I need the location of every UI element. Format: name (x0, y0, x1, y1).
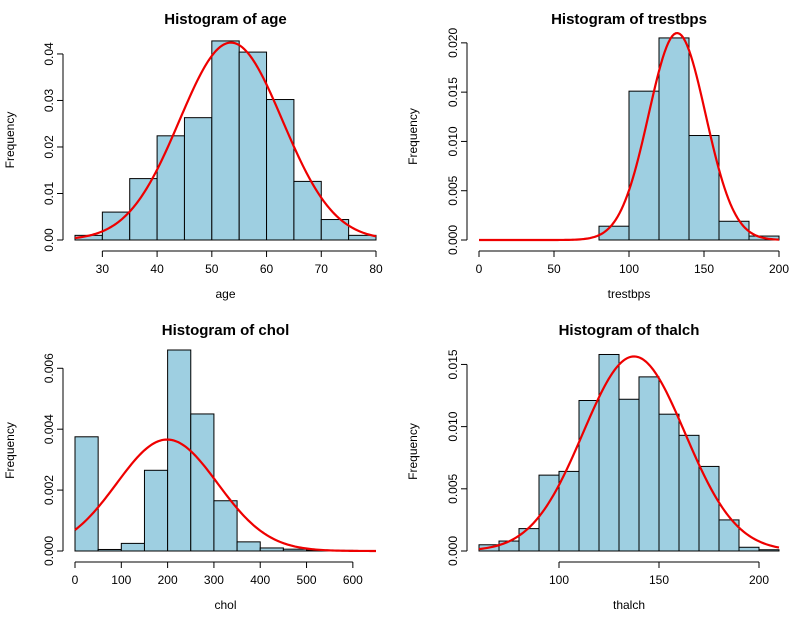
histogram-bar (129, 178, 158, 241)
histogram-bar (558, 470, 580, 552)
histogram-bar (578, 400, 600, 552)
histogram-bar (183, 117, 213, 241)
x-tick-label: 200 (769, 262, 789, 276)
y-tick-label: 0.03 (42, 88, 56, 112)
x-axis-label: thalch (613, 598, 645, 612)
x-tick-label: 200 (158, 573, 178, 587)
histogram-bar (97, 548, 122, 552)
density-curve (479, 31, 780, 242)
x-tick-label: 400 (250, 573, 270, 587)
histogram-bar (213, 500, 238, 552)
x-tick-label: 150 (694, 262, 714, 276)
histogram-bar (698, 465, 720, 552)
density-curve (478, 355, 780, 551)
histogram-bar (618, 398, 640, 552)
histogram-bar (758, 549, 780, 552)
x-tick-label: 600 (343, 573, 363, 587)
histogram-bar (238, 51, 268, 241)
y-axis-label: Frequency (406, 108, 420, 165)
y-axis-label: Frequency (406, 423, 420, 480)
y-tick-label: 0.002 (42, 475, 56, 505)
y-tick-label: 0.006 (42, 353, 56, 383)
chart-title: Histogram of trestbps (551, 11, 707, 28)
y-tick-label: 0.04 (42, 42, 56, 66)
x-tick-label: 100 (549, 573, 569, 587)
histogram-bar (638, 376, 660, 552)
histogram-panel-3: Histogram of chol 0 100 200 300 400 500 600 0.00… (3, 322, 376, 612)
histogram-bar (598, 353, 620, 552)
x-axis-label: age (215, 287, 235, 301)
histogram-bar (658, 37, 690, 241)
histogram-bar (211, 40, 240, 241)
histogram-bar (259, 547, 284, 552)
histogram-bar (738, 546, 760, 552)
histogram-bar (120, 542, 145, 552)
y-tick-label: 0.010 (446, 126, 460, 156)
y-tick-label: 0.015 (446, 349, 460, 379)
histogram-bar (678, 434, 700, 552)
chart-title: Histogram of chol (162, 322, 290, 339)
y-tick-label: 0.02 (42, 135, 56, 159)
x-tick-label: 80 (369, 262, 383, 276)
histogram-bar (348, 234, 377, 241)
y-tick-label: 0.005 (446, 473, 460, 503)
histogram-bar (658, 413, 680, 552)
histogram-bar (282, 548, 308, 552)
histogram-bar (266, 99, 295, 241)
chart-title: Histogram of age (164, 11, 287, 28)
x-tick-label: 300 (204, 573, 224, 587)
x-tick-label: 100 (619, 262, 639, 276)
histogram-panel-4: Histogram of thalch 100 150 200 0.000 0.005 0.… (406, 322, 780, 612)
x-tick-label: 40 (150, 262, 164, 276)
density-curve (74, 41, 377, 240)
histogram-bar (143, 469, 169, 552)
density-curve (74, 438, 376, 553)
x-tick-label: 50 (205, 262, 219, 276)
histogram-bar (74, 436, 99, 552)
y-axis-label: Frequency (3, 422, 17, 479)
histogram-bar (518, 528, 540, 552)
y-tick-label: 0.020 (446, 28, 460, 58)
y-tick-label: 0.015 (446, 77, 460, 107)
y-tick-label: 0.000 (446, 536, 460, 566)
histogram-bar (628, 90, 660, 241)
x-tick-label: 200 (749, 573, 769, 587)
y-tick-label: 0.01 (42, 181, 56, 205)
chart-title: Histogram of thalch (559, 322, 700, 339)
y-axis-label: Frequency (3, 112, 17, 169)
x-tick-label: 60 (260, 262, 274, 276)
histogram-bar (236, 541, 261, 552)
histogram-bar (320, 219, 350, 241)
histogram-panel-2: Histogram of trestbps 0 50 100 150 200 0.000 0.… (406, 11, 789, 301)
x-axis-label: trestbps (608, 287, 651, 301)
histogram-bar (156, 135, 185, 241)
x-tick-label: 150 (649, 573, 669, 587)
x-tick-label: 100 (111, 573, 131, 587)
histogram-bar (167, 349, 192, 552)
y-tick-label: 0.000 (446, 225, 460, 255)
x-tick-label: 500 (297, 573, 317, 587)
y-tick-label: 0.00 (42, 228, 56, 252)
x-tick-label: 30 (96, 262, 110, 276)
x-tick-label: 50 (547, 262, 561, 276)
x-axis-label: chol (214, 598, 236, 612)
y-tick-label: 0.004 (42, 414, 56, 444)
y-tick-label: 0.005 (446, 175, 460, 205)
y-tick-label: 0.000 (42, 536, 56, 566)
histogram-panel-1: Histogram of age 30 40 50 60 70 80 0.00 0.01 0.02… (3, 11, 383, 301)
x-tick-label: 70 (315, 262, 329, 276)
y-tick-label: 0.010 (446, 411, 460, 441)
x-tick-label: 0 (476, 262, 483, 276)
histogram-bar (718, 220, 750, 241)
x-tick-label: 0 (72, 573, 79, 587)
histogram-bar (190, 413, 215, 552)
histogram-bar (718, 519, 740, 552)
